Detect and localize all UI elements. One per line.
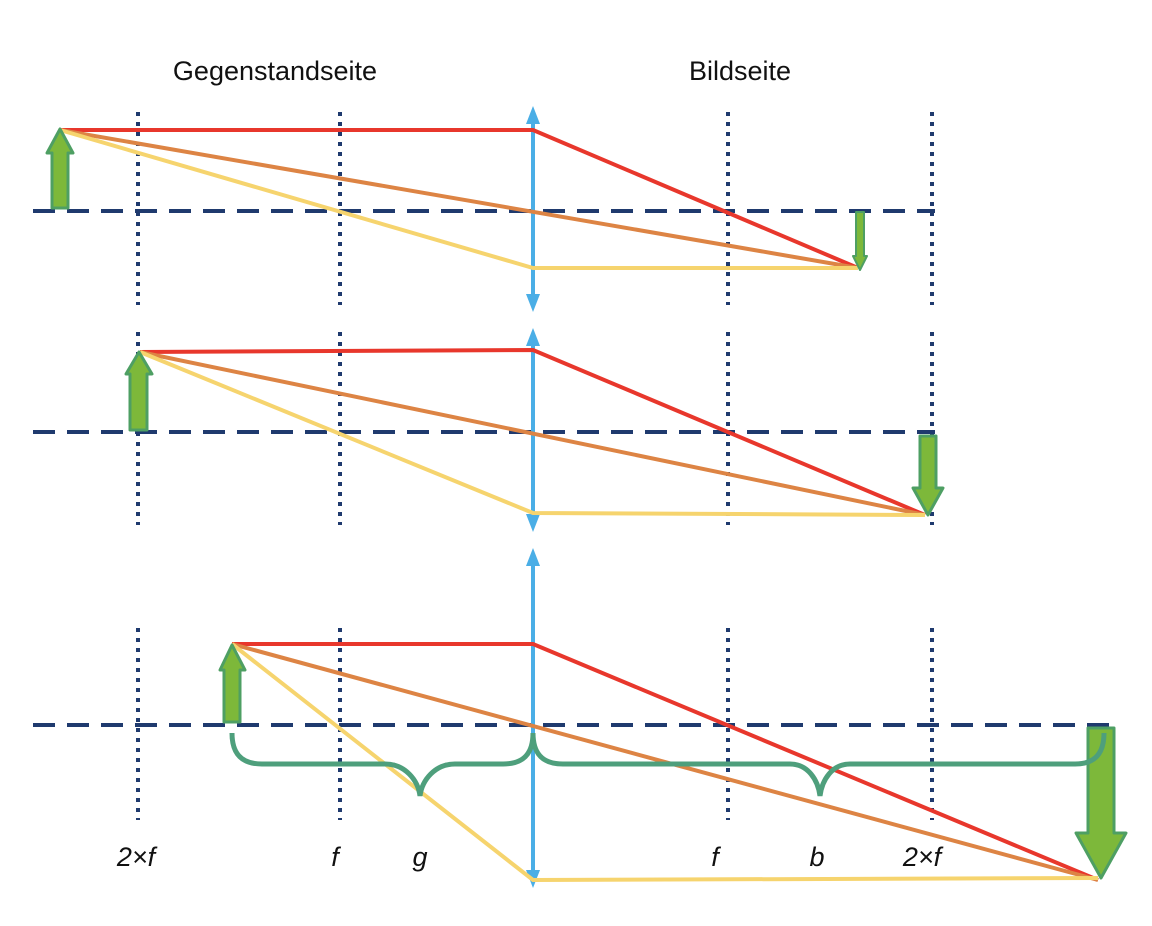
rays <box>59 128 859 270</box>
object-side-header: Gegenstandseite <box>173 56 377 86</box>
ray-center <box>59 128 859 270</box>
label-b: b <box>809 842 824 872</box>
down-arrow-icon <box>911 434 945 517</box>
ray-parallel <box>60 128 859 270</box>
lens <box>526 548 540 888</box>
label-f-left: f <box>331 842 341 872</box>
panel-3 <box>33 548 1128 888</box>
focal-markers <box>136 628 934 820</box>
up-arrow-icon <box>124 350 154 432</box>
up-arrow-icon <box>218 643 247 724</box>
ray-parallel <box>139 347 926 517</box>
ray-parallel <box>232 642 1099 882</box>
up-arrow-icon <box>45 127 75 210</box>
label-2f-right: 2×f <box>902 842 944 872</box>
image-side-header: Bildseite <box>689 56 791 86</box>
label-2f-left: 2×f <box>116 842 158 872</box>
label-f-right: f <box>711 842 721 872</box>
rays <box>139 347 926 517</box>
ray-focal <box>230 642 1099 883</box>
brace-image-distance <box>530 732 1107 797</box>
brace-object-distance <box>229 732 536 797</box>
axis-labels: 2×f f g f b 2×f <box>116 842 944 872</box>
panel-2 <box>33 328 945 532</box>
ray-center <box>139 350 926 517</box>
down-arrow-icon <box>1074 726 1128 880</box>
label-g: g <box>412 842 427 872</box>
lens <box>526 328 540 532</box>
ray-focal <box>59 128 858 270</box>
ray-focal <box>139 350 926 517</box>
panel-1 <box>33 106 935 312</box>
down-arrow-icon <box>852 211 868 271</box>
